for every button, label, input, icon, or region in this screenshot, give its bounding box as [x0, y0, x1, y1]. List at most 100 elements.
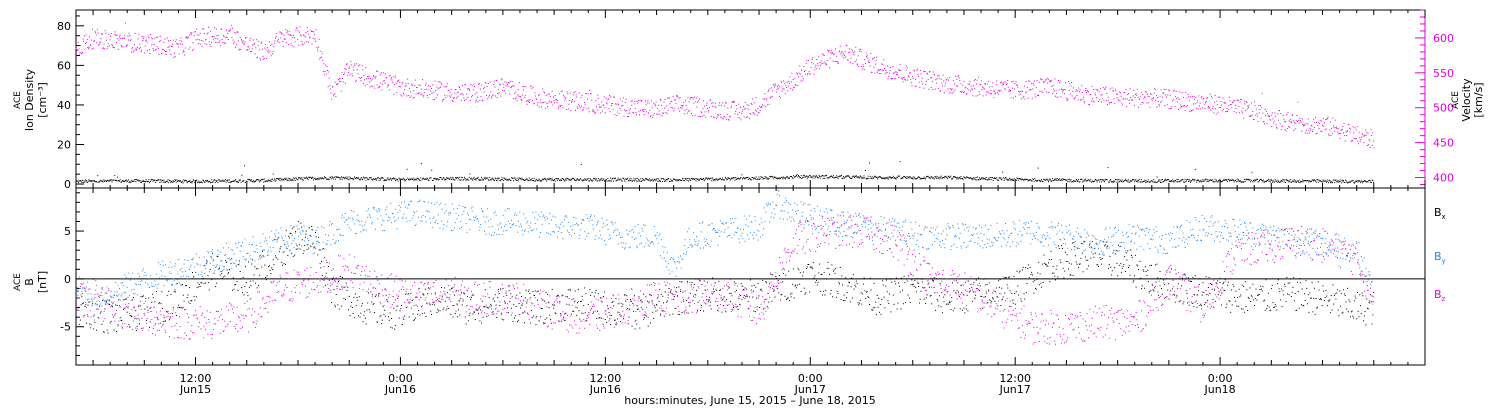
ion-density-series-point	[159, 181, 161, 183]
velocity-series-point	[211, 42, 213, 43]
ion-density-series-point	[927, 176, 929, 177]
ion-density-series-point	[1234, 179, 1236, 181]
velocity-series-point	[992, 82, 994, 84]
velocity-series-point	[422, 95, 424, 96]
velocity-series-point	[797, 85, 799, 87]
bx-series-point	[517, 321, 519, 323]
ion-density-series-point	[196, 179, 198, 181]
ion-density-series-point	[524, 180, 526, 182]
ion-density-series-point	[434, 178, 436, 180]
bx-series-point	[541, 308, 543, 310]
velocity-series-point	[228, 30, 230, 32]
bx-series-point	[368, 309, 370, 311]
ion-density-series-point	[701, 179, 702, 180]
bx-series-point	[263, 249, 265, 251]
bx-series-point	[185, 285, 187, 287]
ion-density-series-point	[285, 177, 287, 179]
ion-density-series-point	[346, 176, 348, 178]
velocity-series-point	[552, 104, 554, 106]
velocity-series-point	[726, 118, 728, 120]
velocity-series-point	[194, 31, 196, 33]
ion-density-series-point	[832, 175, 834, 177]
ion-density-series-point	[1342, 180, 1344, 182]
bx-series-point	[491, 311, 493, 313]
velocity-series-point	[1029, 88, 1031, 90]
top-left-axis-title-line: ACE	[13, 91, 23, 109]
bx-series-point	[76, 309, 78, 311]
velocity-series-point	[1142, 94, 1144, 96]
velocity-series-point	[934, 88, 936, 90]
ion-density-series-point	[145, 181, 146, 183]
velocity-series-point	[246, 49, 248, 51]
ion-density-series-point	[405, 179, 407, 181]
ion-density-series-point	[544, 178, 546, 180]
bx-series-point	[421, 313, 423, 314]
ion-density-series-point	[331, 175, 333, 177]
velocity-series-point	[1346, 131, 1348, 132]
bx-series-point	[570, 313, 572, 315]
ion-density-series-point	[88, 179, 90, 181]
velocity-series-point	[668, 97, 670, 99]
bx-series-point	[242, 276, 244, 278]
velocity-series-point	[268, 52, 270, 54]
velocity-series-point	[383, 80, 385, 82]
velocity-series-point	[175, 39, 177, 41]
ion-density-series-point	[1115, 179, 1117, 181]
ion-density-series-point	[751, 177, 753, 178]
bx-series-point	[557, 295, 558, 297]
ion-density-series-point	[257, 179, 258, 181]
ion-density-series-point	[961, 178, 963, 179]
bx-series-point	[525, 289, 527, 291]
bx-series-point	[321, 261, 323, 263]
ion-density-series-point	[711, 180, 713, 182]
velocity-series-point	[1019, 91, 1021, 93]
ion-density-series-point	[1072, 181, 1074, 183]
ion-density-series-point	[777, 177, 779, 179]
ion-density-series-point	[1140, 179, 1142, 181]
velocity-series-point	[237, 31, 239, 33]
velocity-series-point	[729, 115, 731, 117]
velocity-series-point	[417, 92, 419, 94]
bx-series-point	[98, 317, 100, 319]
velocity-series-point	[783, 88, 785, 90]
ion-density-series-point	[533, 180, 534, 182]
velocity-series-point	[779, 86, 781, 88]
bx-series-point	[285, 263, 286, 265]
bx-series-point	[700, 305, 702, 306]
ion-density-series-point	[234, 179, 236, 181]
ion-density-series-point	[557, 178, 559, 180]
velocity-series-point	[201, 46, 203, 48]
bx-series-point	[521, 304, 523, 306]
ion-density-series-point	[819, 176, 821, 178]
ion-density-series-point	[689, 179, 691, 181]
bx-series-point	[485, 306, 487, 308]
velocity-series-point	[1249, 115, 1251, 117]
ion-density-series-point	[640, 180, 642, 182]
ion-density-series-point	[1054, 179, 1056, 181]
velocity-series-point	[726, 113, 728, 115]
ion-density-series-point	[1177, 179, 1179, 181]
ion-density-series-point	[233, 180, 235, 182]
bx-series-point	[205, 282, 207, 284]
bx-series-point	[502, 288, 504, 290]
ion-density-series-point	[579, 179, 581, 180]
velocity-series-point	[810, 67, 812, 69]
ion-density-series-point	[250, 180, 252, 182]
ion-density-series-point	[1125, 180, 1127, 182]
velocity-series-point	[954, 89, 956, 91]
bx-series-point	[530, 322, 532, 324]
ion-density-series-point	[1203, 180, 1204, 182]
ion-density-series-point	[810, 176, 812, 178]
bx-series-point	[199, 285, 201, 287]
velocity-series-point	[292, 36, 294, 38]
velocity-series-point	[1304, 124, 1306, 126]
ion-density-series-point	[1088, 179, 1090, 181]
ion-density-series-point	[1037, 167, 1039, 169]
velocity-series-point	[321, 56, 322, 58]
bx-series-point	[609, 318, 611, 320]
velocity-series-point	[955, 75, 957, 77]
velocity-series-point	[1145, 90, 1147, 92]
ion-density-series-point	[1317, 181, 1319, 183]
ion-density-series-point	[305, 177, 307, 179]
velocity-series-point	[677, 108, 679, 110]
